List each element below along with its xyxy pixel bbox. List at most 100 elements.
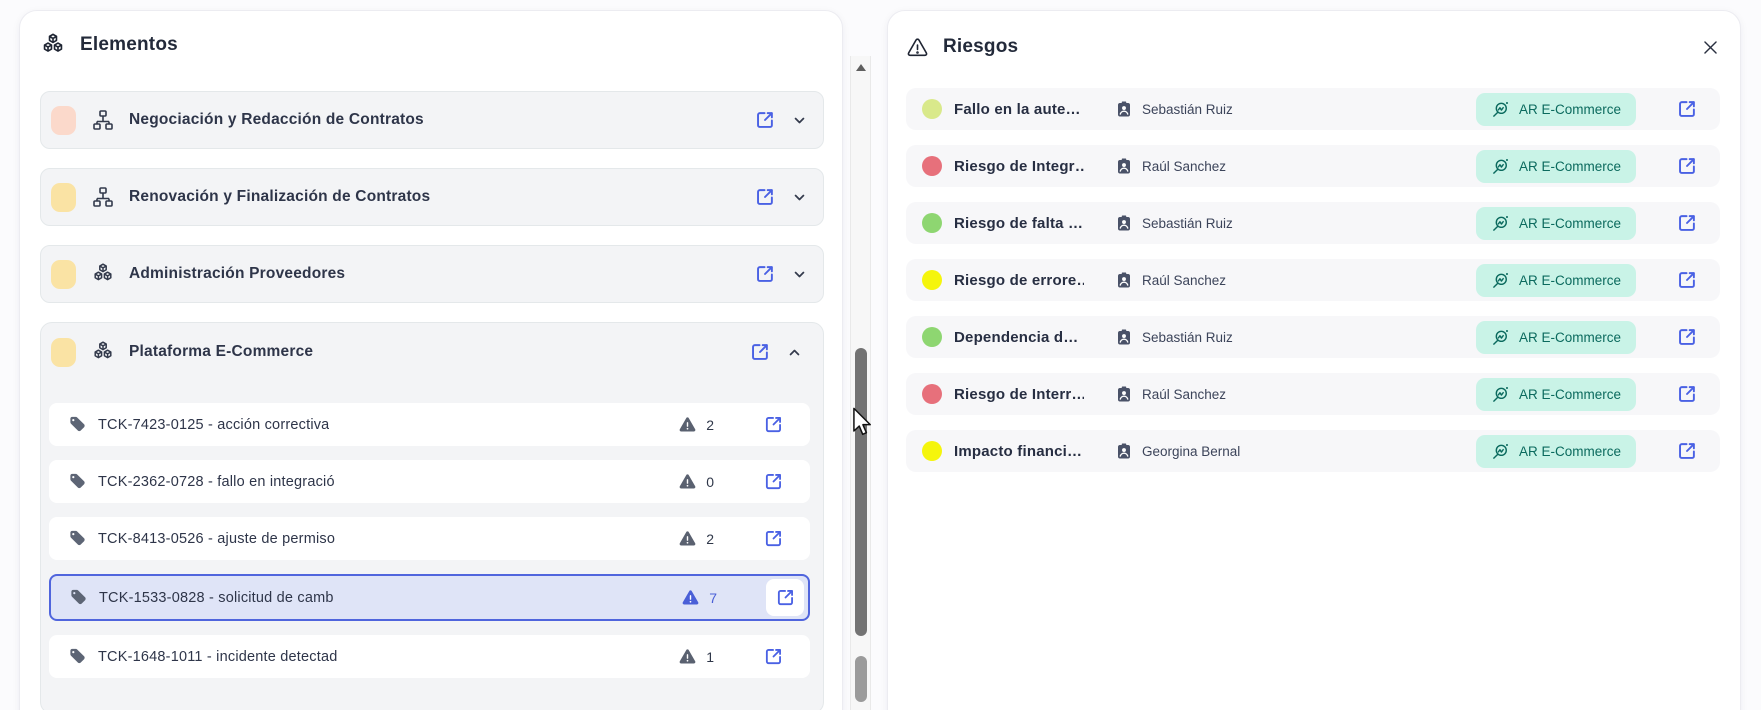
open-external-icon[interactable]: [1676, 155, 1698, 177]
risk-level-dot: [922, 384, 942, 404]
risk-row[interactable]: Riesgo de Interr… Raúl Sanchez AR E-Comm…: [906, 373, 1720, 415]
model-badge[interactable]: AR E-Commerce: [1475, 263, 1636, 297]
person-badge-icon: [1115, 385, 1133, 403]
risk-title: Riesgo de errore…: [954, 271, 1084, 289]
risk-radar-icon: [1491, 442, 1510, 461]
hierarchy-icon: [91, 185, 115, 209]
risk-row[interactable]: Riesgo de errore… Raúl Sanchez AR E-Comm…: [906, 259, 1720, 301]
model-badge[interactable]: AR E-Commerce: [1475, 92, 1636, 126]
riesgos-panel: Riesgos Fallo en la aute… Sebastián Ruiz…: [887, 10, 1741, 710]
warning-icon: [906, 36, 929, 59]
ticket-row-selected[interactable]: TCK-1533-0828 - solicitud de camb 7: [49, 574, 810, 621]
open-external-icon[interactable]: [754, 109, 776, 131]
owner-name: Raúl Sanchez: [1142, 386, 1227, 402]
open-external-icon[interactable]: [1676, 440, 1698, 462]
person-badge-icon: [1115, 214, 1133, 232]
owner-name: Georgina Bernal: [1142, 443, 1241, 459]
open-external-icon[interactable]: [763, 414, 784, 435]
warning-count: 1: [678, 647, 714, 666]
warning-count: 0: [678, 472, 714, 491]
close-icon[interactable]: [1701, 38, 1720, 57]
risk-title: Dependencia d…: [954, 328, 1079, 346]
risk-row[interactable]: Riesgo de falta … Sebastián Ruiz AR E-Co…: [906, 202, 1720, 244]
badge-label: AR E-Commerce: [1518, 158, 1621, 174]
risk-title: Riesgo de falta …: [954, 214, 1084, 232]
risk-row[interactable]: Impacto financi… Georgina Bernal AR E-Co…: [906, 430, 1720, 472]
model-badge[interactable]: AR E-Commerce: [1475, 149, 1636, 183]
badge-label: AR E-Commerce: [1518, 215, 1621, 231]
scrollbar[interactable]: [850, 56, 871, 710]
risk-level-dot: [922, 156, 942, 176]
warning-count: 7: [681, 588, 717, 607]
open-external-icon[interactable]: [1676, 98, 1698, 120]
ticket-label: TCK-2362-0728 - fallo en integració: [98, 473, 335, 490]
risk-owner: Sebastián Ruiz: [1115, 328, 1233, 346]
open-external-icon[interactable]: [1676, 212, 1698, 234]
risk-radar-icon: [1491, 385, 1510, 404]
cubes-icon: [91, 340, 115, 364]
group-row-administracion[interactable]: Administración Proveedores: [40, 245, 824, 303]
risk-title: Fallo en la aute…: [954, 100, 1081, 118]
warning-count: 2: [678, 415, 714, 434]
warning-icon: [678, 415, 697, 434]
group-row-negociacion[interactable]: Negociación y Redacción de Contratos: [40, 91, 824, 149]
chevron-down-icon[interactable]: [790, 188, 809, 207]
risk-radar-icon: [1491, 100, 1510, 119]
model-badge[interactable]: AR E-Commerce: [1475, 320, 1636, 354]
ticket-label: TCK-7423-0125 - acción correctiva: [98, 416, 330, 433]
open-external-icon[interactable]: [1676, 383, 1698, 405]
risk-row[interactable]: Dependencia d… Sebastián Ruiz AR E-Comme…: [906, 316, 1720, 358]
ticket-row[interactable]: TCK-8413-0526 - ajuste de permiso 2: [49, 517, 810, 560]
tag-icon: [68, 647, 87, 666]
open-external-icon[interactable]: [763, 528, 784, 549]
open-external-icon[interactable]: [749, 341, 771, 363]
ticket-row[interactable]: TCK-2362-0728 - fallo en integració 0: [49, 460, 810, 503]
group-label: Administración Proveedores: [129, 265, 346, 282]
person-badge-icon: [1115, 157, 1133, 175]
chevron-down-icon[interactable]: [790, 111, 809, 130]
model-badge[interactable]: AR E-Commerce: [1475, 434, 1636, 468]
cubes-icon: [91, 262, 115, 286]
open-external-icon[interactable]: [763, 471, 784, 492]
risk-level-dot: [922, 327, 942, 347]
open-external-icon[interactable]: [754, 186, 776, 208]
warning-count: 2: [678, 529, 714, 548]
risk-radar-icon: [1491, 328, 1510, 347]
tag-icon: [68, 472, 87, 491]
model-badge[interactable]: AR E-Commerce: [1475, 206, 1636, 240]
elementos-panel: Elementos Negociación y Redacción de Con…: [19, 10, 843, 710]
risk-radar-icon: [1491, 157, 1510, 176]
ticket-row[interactable]: TCK-7423-0125 - acción correctiva 2: [49, 403, 810, 446]
risk-row[interactable]: Riesgo de Integr… Raúl Sanchez AR E-Comm…: [906, 145, 1720, 187]
risk-radar-icon: [1491, 214, 1510, 233]
risk-radar-icon: [1491, 271, 1510, 290]
risk-row[interactable]: Fallo en la aute… Sebastián Ruiz AR E-Co…: [906, 88, 1720, 130]
model-badge[interactable]: AR E-Commerce: [1475, 377, 1636, 411]
open-external-icon[interactable]: [754, 263, 776, 285]
scrollbar-thumb[interactable]: [854, 348, 867, 636]
scroll-up-arrow-icon[interactable]: [855, 64, 866, 71]
group-row-renovacion[interactable]: Renovación y Finalización de Contratos: [40, 168, 824, 226]
ticket-label: TCK-1533-0828 - solicitud de camb: [99, 589, 334, 606]
color-swatch: [51, 337, 76, 367]
risk-owner: Raúl Sanchez: [1115, 385, 1226, 403]
scrollbar-thumb-secondary[interactable]: [854, 656, 867, 702]
ticket-row[interactable]: TCK-1648-1011 - incidente detectad 1: [49, 635, 810, 678]
warning-icon: [681, 588, 700, 607]
tag-icon: [68, 415, 87, 434]
risk-list: Fallo en la aute… Sebastián Ruiz AR E-Co…: [906, 88, 1720, 472]
tag-icon: [68, 529, 87, 548]
risk-level-dot: [922, 441, 942, 461]
chevron-down-icon[interactable]: [790, 265, 809, 284]
risk-title: Riesgo de Interr…: [954, 385, 1084, 403]
open-external-icon[interactable]: [1676, 326, 1698, 348]
group-row-plataforma[interactable]: Plataforma E-Commerce: [49, 323, 810, 381]
open-external-icon[interactable]: [766, 579, 804, 616]
open-external-icon[interactable]: [1676, 269, 1698, 291]
ticket-label: TCK-1648-1011 - incidente detectad: [98, 648, 338, 665]
open-external-icon[interactable]: [763, 646, 784, 667]
owner-name: Raúl Sanchez: [1142, 272, 1227, 288]
chevron-up-icon[interactable]: [785, 343, 804, 362]
risk-owner: Raúl Sanchez: [1115, 157, 1226, 175]
